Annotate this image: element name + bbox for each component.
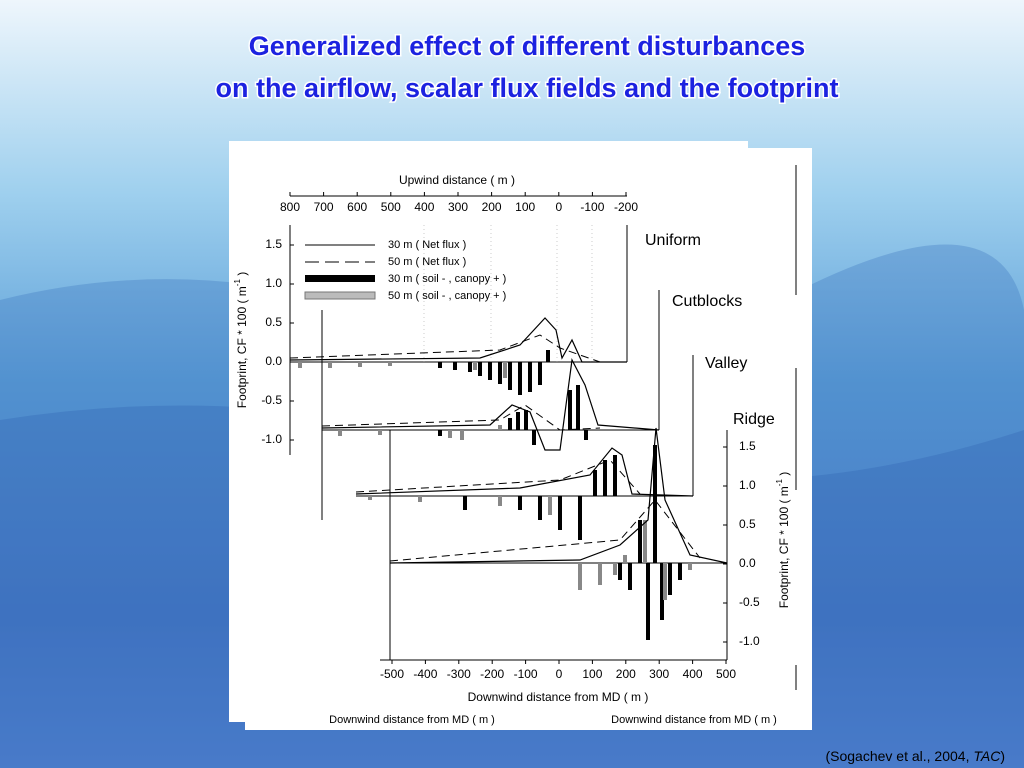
tick-label: 500: [381, 200, 401, 214]
figure: Upwind distance ( m ) 800 700 600 500 400 300 2…: [233, 173, 791, 704]
legend-label: 30 m ( Net flux ): [388, 239, 466, 251]
tick-label: 400: [414, 200, 434, 214]
tick-label: 0: [556, 667, 563, 681]
tick-label: 700: [314, 200, 334, 214]
axis-label: Downwind distance from MD ( m ): [611, 714, 777, 726]
tick-label: 100: [582, 667, 602, 681]
tick-label: 0.0: [265, 354, 282, 368]
panel-label: Valley: [705, 355, 747, 372]
tick-label: -300: [447, 667, 471, 681]
citation-text: ): [1000, 748, 1005, 764]
net-flux-curves: [289, 317, 728, 564]
axis-label-text: Footprint, CF * 100 ( m: [777, 486, 791, 608]
tick-label: 1.0: [739, 478, 756, 492]
tick-label: -1.0: [739, 634, 760, 648]
title: on the airflow, scalar flux fields and t…: [215, 73, 838, 103]
tick-label: 1.5: [739, 439, 756, 453]
axis-label: Footprint, CF * 100 ( m-1 ): [775, 472, 791, 609]
tick-label: 100: [515, 200, 535, 214]
legend-label: 50 m ( Net flux ): [388, 256, 466, 268]
bars-50m: [298, 362, 692, 600]
tick-label: 800: [280, 200, 300, 214]
bars-30m: [438, 350, 682, 640]
tick-label: 200: [482, 200, 502, 214]
legend-label: 50 m ( soil - , canopy + ): [388, 290, 506, 302]
tick-label: 200: [616, 667, 636, 681]
tick-label: -1.0: [261, 432, 282, 446]
axis-label: Downwind distance from MD ( m ): [468, 690, 649, 704]
tick-label: -0.5: [261, 393, 282, 407]
axis-label-text: Footprint, CF * 100 ( m: [235, 286, 249, 408]
tick-label: 500: [716, 667, 736, 681]
citation-journal: TAC: [973, 748, 1001, 764]
tick-label: -400: [413, 667, 437, 681]
axis-label-sup: -1: [775, 479, 784, 487]
tick-label: 300: [448, 200, 468, 214]
tick-label: 0.5: [265, 315, 282, 329]
legend-label: 30 m ( soil - , canopy + ): [388, 273, 506, 285]
tick-label: -100: [580, 200, 604, 214]
figure-front: [229, 141, 748, 722]
tick-label: -0.5: [739, 595, 760, 609]
tick-label: -500: [380, 667, 404, 681]
panel-label: Uniform: [645, 232, 701, 249]
legend-keys: [304, 244, 376, 300]
grid: [423, 225, 593, 362]
tick-label: 0: [555, 200, 562, 214]
tick-label: 1.0: [265, 276, 282, 290]
panel-label: Ridge: [733, 411, 775, 428]
axis-label: Downwind distance from MD ( m ): [329, 714, 495, 726]
tick-label: 300: [649, 667, 669, 681]
tick-label: 1.5: [265, 237, 282, 251]
tick-label: -200: [614, 200, 638, 214]
axis-label: Upwind distance ( m ): [399, 173, 515, 187]
tick-label: 0.0: [739, 556, 756, 570]
title: Generalized effect of different disturba…: [249, 31, 806, 61]
tick-label: 400: [683, 667, 703, 681]
tick-label: -100: [514, 667, 538, 681]
citation-text: (Sogachev et al., 2004,: [825, 748, 973, 764]
net-flux-curves-50m: [289, 334, 701, 562]
tick-label: 0.5: [739, 517, 756, 531]
axis-label-text: ): [777, 472, 791, 479]
axis-label-sup: -1: [233, 279, 242, 287]
tick-label: 600: [347, 200, 367, 214]
panel-label: Cutblocks: [672, 293, 742, 310]
citation: (Sogachev et al., 2004, TAC): [825, 748, 1005, 764]
axis-label-text: ): [235, 272, 249, 279]
axis-label: Footprint, CF * 100 ( m-1 ): [233, 272, 249, 409]
tick-label: -200: [480, 667, 504, 681]
